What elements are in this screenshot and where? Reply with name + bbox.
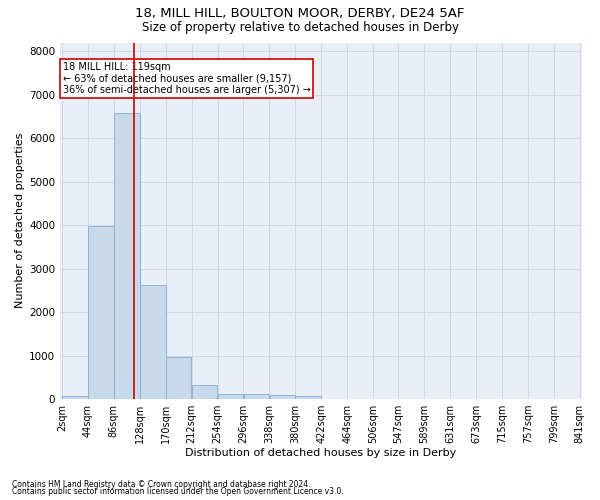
Text: 18 MILL HILL: 119sqm
← 63% of detached houses are smaller (9,157)
36% of semi-de: 18 MILL HILL: 119sqm ← 63% of detached h…: [62, 62, 310, 96]
Text: 18, MILL HILL, BOULTON MOOR, DERBY, DE24 5AF: 18, MILL HILL, BOULTON MOOR, DERBY, DE24…: [136, 8, 464, 20]
Text: Contains HM Land Registry data © Crown copyright and database right 2024.: Contains HM Land Registry data © Crown c…: [12, 480, 311, 489]
Bar: [62, 396, 88, 399]
Y-axis label: Number of detached properties: Number of detached properties: [15, 133, 25, 308]
Text: Contains public sector information licensed under the Open Government Licence v3: Contains public sector information licen…: [12, 487, 344, 496]
Bar: [269, 395, 295, 399]
Text: Size of property relative to detached houses in Derby: Size of property relative to detached ho…: [142, 21, 458, 34]
Bar: [244, 394, 269, 399]
Bar: [218, 394, 243, 399]
Bar: [140, 285, 166, 399]
Bar: [295, 396, 321, 399]
X-axis label: Distribution of detached houses by size in Derby: Distribution of detached houses by size …: [185, 448, 457, 458]
Bar: [192, 386, 217, 399]
Bar: [88, 226, 113, 399]
Bar: [114, 114, 140, 399]
Bar: [166, 357, 191, 399]
